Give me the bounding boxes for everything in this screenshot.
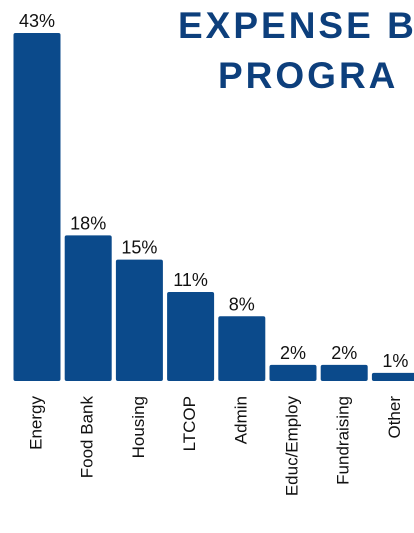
x-tick-label: Fundraising xyxy=(334,396,353,485)
value-label: 2% xyxy=(280,343,306,363)
value-label: 15% xyxy=(121,238,157,258)
bar xyxy=(64,235,112,381)
x-tick-label: Energy xyxy=(26,396,45,450)
x-tick-label: Educ/Employ xyxy=(282,396,301,497)
chart-title: PROGRA xyxy=(218,55,398,96)
x-tick-label: Food Bank xyxy=(78,396,97,479)
bar xyxy=(269,364,317,381)
value-label: 8% xyxy=(229,294,255,314)
bar xyxy=(371,372,414,381)
bar xyxy=(218,316,266,381)
chart-title: EXPENSE B xyxy=(178,5,414,46)
bar xyxy=(320,364,368,381)
bar xyxy=(167,291,215,381)
bar xyxy=(13,33,61,381)
value-label: 18% xyxy=(70,213,106,233)
x-tick-label: LTCOP xyxy=(180,396,199,451)
value-label: 2% xyxy=(331,343,357,363)
value-label: 43% xyxy=(19,11,55,31)
value-label: 1% xyxy=(382,351,408,371)
x-tick-label: Other xyxy=(385,396,404,439)
x-tick-label: Admin xyxy=(231,396,250,444)
x-tick-label: Housing xyxy=(129,396,148,458)
bar xyxy=(115,259,163,381)
value-label: 11% xyxy=(173,270,208,290)
